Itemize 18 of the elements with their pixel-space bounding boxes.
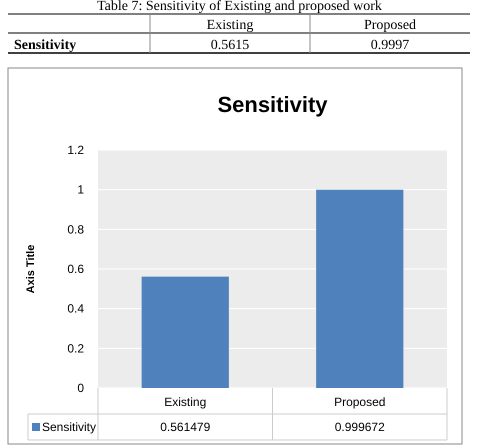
caption: Table 7: Sensitivity of Existing and proposed work bbox=[97, 0, 382, 14]
y-axis-title: Axis Title bbox=[25, 244, 37, 294]
y-tick-label: 0.2 bbox=[67, 341, 84, 356]
y-tick-label: 1 bbox=[77, 182, 84, 197]
text: Sensitivity bbox=[14, 38, 76, 53]
legend-label: Sensitivity bbox=[42, 420, 96, 434]
y-tick-label: 0.4 bbox=[67, 302, 84, 316]
chart-title: Sensitivity bbox=[217, 92, 328, 117]
data-label: 0.561479 bbox=[160, 420, 211, 434]
text: 0.9997 bbox=[370, 38, 410, 53]
y-tick-label: 1.2 bbox=[67, 143, 84, 157]
y-tick-label: 0.8 bbox=[67, 222, 84, 236]
text: 0.5615 bbox=[210, 38, 250, 53]
text: Proposed bbox=[364, 18, 416, 33]
data-label: 0.999672 bbox=[334, 420, 386, 434]
y-tick-label: 0.6 bbox=[67, 262, 84, 276]
y-tick-label: 0 bbox=[77, 381, 84, 395]
text: Existing bbox=[206, 18, 254, 33]
